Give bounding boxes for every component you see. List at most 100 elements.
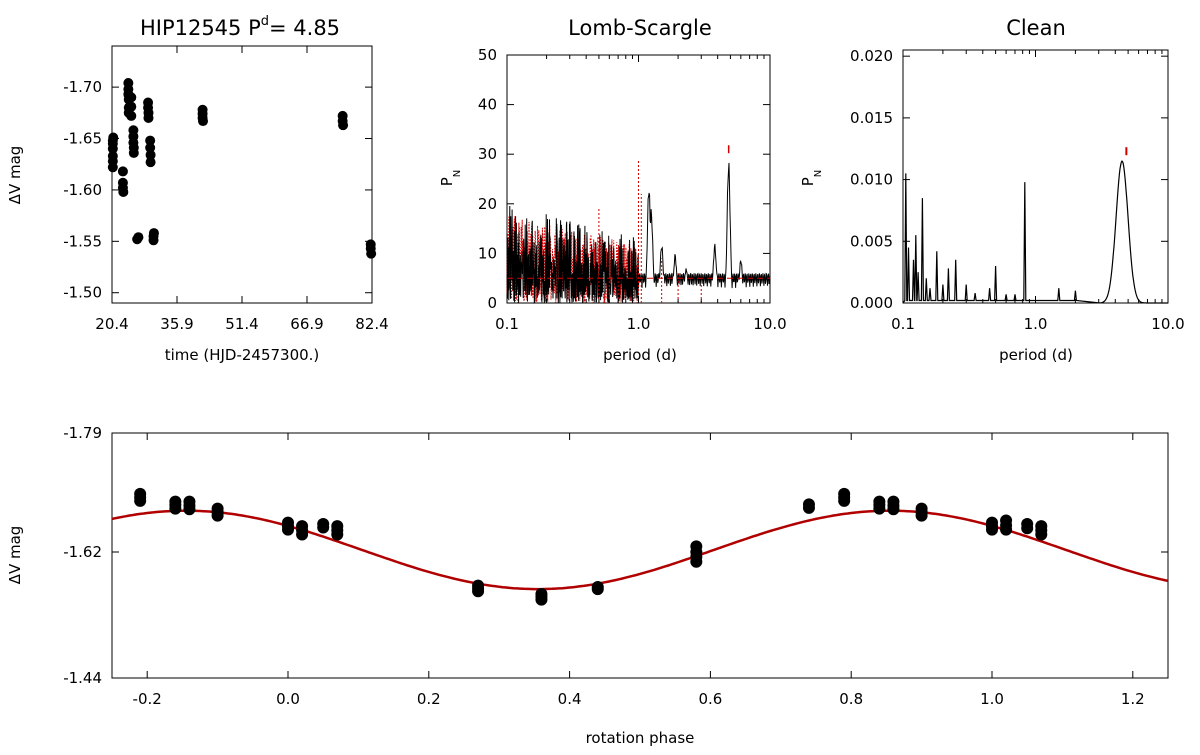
phase-xtick-label: 0.4 bbox=[558, 690, 582, 708]
clean-panel: Clean 0.1 1.0 10.0 0.000 0.005 0.010 0.015 0.02… bbox=[799, 16, 1185, 364]
data-point bbox=[183, 503, 196, 516]
phase-xtick-label: 1.0 bbox=[980, 690, 1004, 708]
data-point bbox=[108, 132, 119, 143]
data-point bbox=[873, 502, 886, 515]
timeseries-ytick-label: -1.65 bbox=[63, 130, 102, 148]
data-point bbox=[317, 521, 330, 534]
lomb-scargle-xtick-label: 10.0 bbox=[753, 315, 786, 333]
periodogram-forest bbox=[506, 205, 639, 304]
data-point bbox=[338, 120, 349, 131]
data-point bbox=[133, 232, 144, 243]
data-point bbox=[1000, 523, 1013, 536]
periodogram-line bbox=[638, 162, 771, 289]
clean-xtick-label: 1.0 bbox=[1024, 315, 1048, 333]
clean-ytick-label: 0.005 bbox=[850, 232, 893, 250]
phase-xtick-label: 1.2 bbox=[1121, 690, 1145, 708]
clean-ytick-label: 0.020 bbox=[850, 47, 893, 65]
clean-ylabel: PN bbox=[799, 170, 824, 187]
lomb-scargle-xlabel: period (d) bbox=[603, 346, 677, 364]
phase-xtick-label: 0.6 bbox=[698, 690, 722, 708]
timeseries-ytick-label: -1.50 bbox=[63, 284, 102, 302]
phase-ylabel: ΔV mag bbox=[6, 526, 24, 585]
clean-ticks: 0.1 1.0 10.0 0.000 0.005 0.010 0.015 0.020 bbox=[850, 47, 1185, 333]
data-point bbox=[148, 228, 159, 239]
clean-ytick-label: 0.010 bbox=[850, 171, 893, 189]
phase-xtick-label: 0.0 bbox=[276, 690, 300, 708]
clean-xlabel: period (d) bbox=[999, 346, 1073, 364]
data-point bbox=[118, 186, 129, 197]
timeseries-title: HIP12545 Pd= 4.85 bbox=[140, 14, 340, 40]
timeseries-xtick-label: 51.4 bbox=[225, 315, 258, 333]
data-point bbox=[143, 112, 154, 123]
data-point bbox=[145, 157, 156, 168]
timeseries-points bbox=[107, 78, 377, 259]
data-point bbox=[107, 162, 118, 173]
data-point bbox=[126, 110, 137, 121]
lomb-scargle-ytick-label: 30 bbox=[478, 145, 497, 163]
timeseries-xtick-label: 82.4 bbox=[355, 315, 388, 333]
data-point bbox=[126, 101, 137, 112]
timeseries-xtick-label: 20.4 bbox=[95, 315, 128, 333]
data-point bbox=[802, 501, 815, 514]
data-point bbox=[1035, 528, 1048, 541]
timeseries-xlabel: time (HJD-2457300.) bbox=[165, 346, 320, 364]
phase-ytick-label: -1.79 bbox=[63, 424, 102, 442]
lomb-scargle-ytick-label: 50 bbox=[478, 46, 497, 64]
data-point bbox=[690, 555, 703, 568]
lomb-scargle-xtick-label: 0.1 bbox=[495, 315, 519, 333]
data-point bbox=[145, 149, 156, 160]
clean-ytick-label: 0.000 bbox=[850, 294, 893, 312]
phase-xlabel: rotation phase bbox=[586, 729, 695, 747]
phase-xtick-label: 0.8 bbox=[839, 690, 863, 708]
timeseries-panel: HIP12545 Pd= 4.85 20.4 35.9 51.4 66.9 82.4 -1… bbox=[6, 14, 389, 364]
data-point bbox=[145, 135, 156, 146]
clean-xtick-label: 0.1 bbox=[891, 315, 915, 333]
data-point bbox=[198, 116, 208, 127]
data-point bbox=[134, 494, 147, 507]
data-point bbox=[148, 235, 159, 246]
lomb-scargle-ticks: 0.1 1.0 10.0 0 10 20 30 40 50 bbox=[478, 46, 787, 333]
lomb-scargle-ylabel: PN bbox=[438, 170, 463, 187]
data-point bbox=[107, 143, 118, 154]
timeseries-ylabel: ΔV mag bbox=[6, 146, 24, 205]
clean-ytick-label: 0.015 bbox=[850, 109, 893, 127]
data-point bbox=[915, 509, 928, 522]
timeseries-xtick-label: 66.9 bbox=[290, 315, 323, 333]
window-function-forest bbox=[506, 216, 639, 304]
data-point bbox=[211, 509, 224, 522]
data-point bbox=[331, 528, 344, 541]
data-point bbox=[296, 528, 309, 541]
data-point bbox=[145, 142, 156, 153]
lomb-scargle-ytick-label: 20 bbox=[478, 195, 497, 213]
timeseries-frame bbox=[111, 45, 373, 304]
timeseries-ytick-label: -1.60 bbox=[63, 181, 102, 199]
lomb-scargle-ytick-label: 0 bbox=[487, 294, 497, 312]
timeseries-ytick-label: -1.70 bbox=[63, 78, 102, 96]
data-point bbox=[887, 503, 900, 516]
data-point bbox=[128, 147, 139, 158]
timeseries-ytick-label: -1.55 bbox=[63, 232, 102, 250]
timeseries-ticks: 20.4 35.9 51.4 66.9 82.4 -1.70 -1.65 -1.60 -1.55… bbox=[63, 46, 389, 333]
lomb-scargle-ytick-label: 40 bbox=[478, 96, 497, 114]
lomb-scargle-panel: Lomb-Scargle 0.1 1.0 10.0 0 10 20 30 40 50 perio… bbox=[438, 16, 787, 364]
phase-xtick-label: 0.2 bbox=[417, 690, 441, 708]
clean-frame bbox=[902, 49, 1169, 304]
phase-ticks: -0.2 0.0 0.2 0.4 0.6 0.8 1.0 1.2 -1.79 -1.62 -1.44 bbox=[63, 424, 1168, 708]
data-point bbox=[126, 92, 137, 103]
lomb-scargle-title: Lomb-Scargle bbox=[568, 16, 712, 40]
lomb-scargle-ytick-label: 10 bbox=[478, 244, 497, 262]
lomb-scargle-curves bbox=[506, 145, 771, 304]
data-point bbox=[535, 593, 548, 606]
data-point bbox=[591, 583, 604, 596]
phase-points bbox=[111, 487, 1169, 606]
clean-spectrum-line bbox=[902, 160, 1168, 304]
clean-curves bbox=[902, 147, 1168, 304]
phase-panel: -0.2 0.0 0.2 0.4 0.6 0.8 1.0 1.2 -1.79 -1.62 -1.44… bbox=[6, 424, 1169, 747]
data-point bbox=[1021, 522, 1034, 535]
data-point bbox=[117, 166, 128, 177]
data-point bbox=[169, 502, 182, 515]
clean-xtick-label: 10.0 bbox=[1151, 315, 1184, 333]
timeseries-xtick-label: 35.9 bbox=[160, 315, 193, 333]
clean-title: Clean bbox=[1006, 16, 1066, 40]
